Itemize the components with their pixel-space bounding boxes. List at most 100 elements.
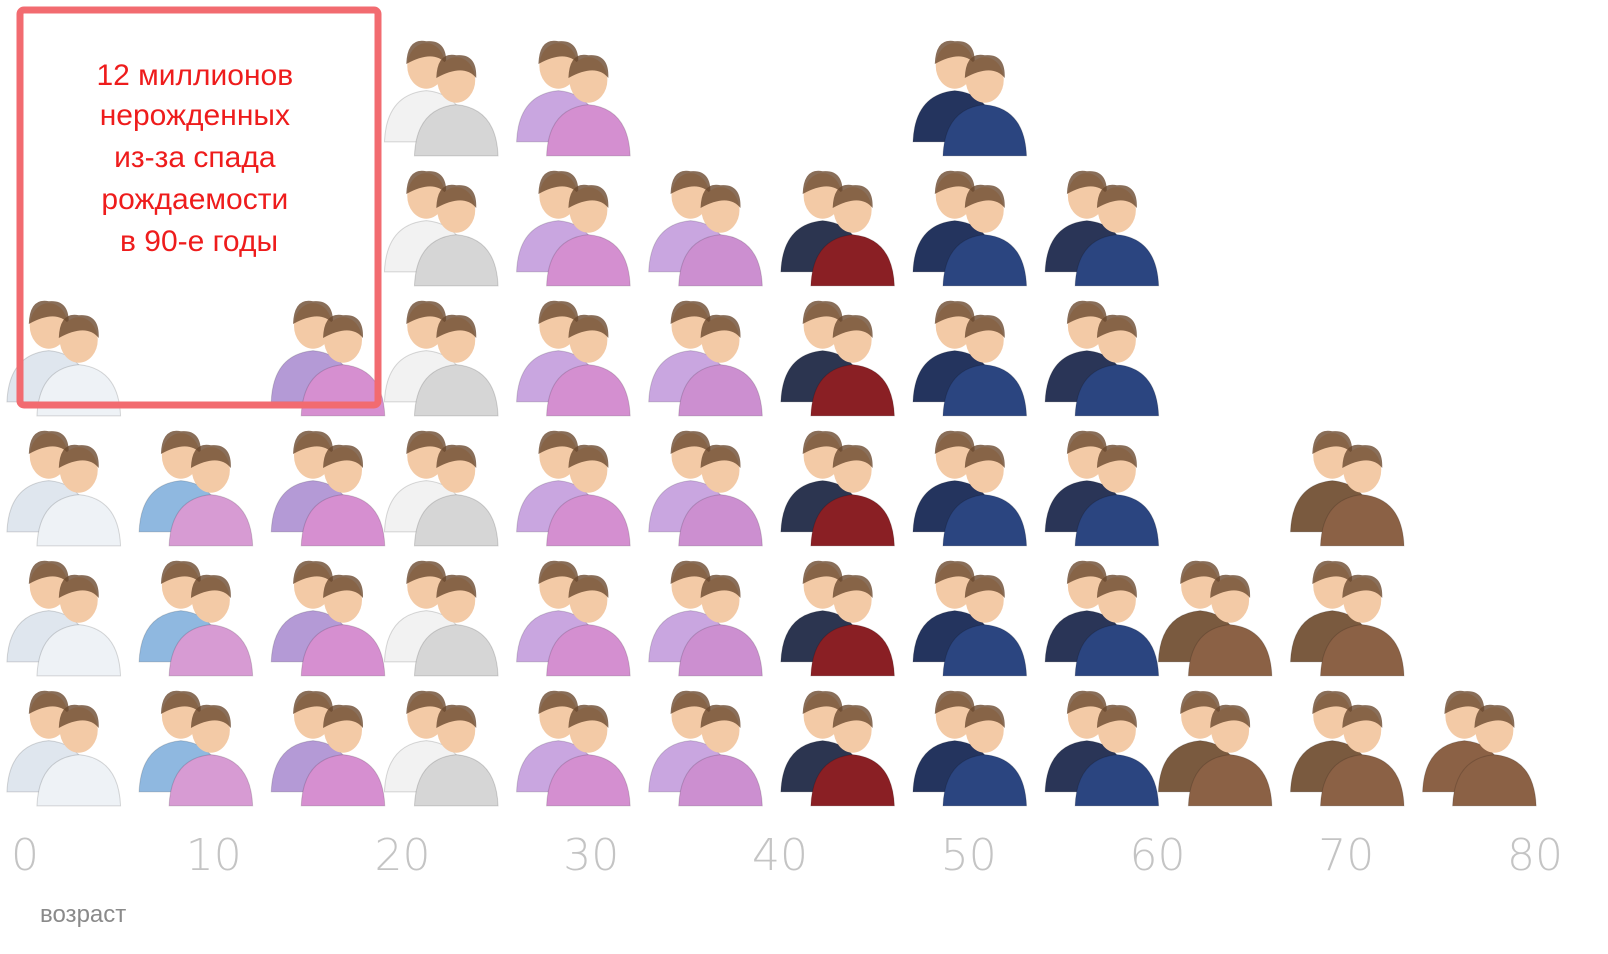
person-icon (6, 300, 122, 417)
person-icon (516, 430, 631, 547)
body (1187, 624, 1273, 677)
hair (406, 40, 447, 64)
person-icon (383, 430, 499, 547)
hair (568, 184, 609, 208)
icon-column (1289, 430, 1405, 807)
hair (700, 704, 741, 728)
body (942, 104, 1028, 157)
person-icon (912, 560, 1028, 677)
hair (406, 300, 447, 324)
person-icon (648, 560, 763, 677)
hair (934, 430, 975, 454)
person-icon (780, 300, 895, 417)
body (1319, 624, 1405, 677)
hair (28, 690, 69, 714)
icon-column (1044, 170, 1160, 807)
body (1074, 754, 1160, 807)
icon-column (383, 40, 499, 807)
hair (190, 444, 231, 468)
hair (934, 40, 975, 64)
body (678, 624, 763, 677)
hair (538, 560, 579, 584)
x-tick-label: 0 (11, 830, 39, 881)
hair (700, 574, 741, 598)
hair (832, 574, 873, 598)
hair (1066, 690, 1107, 714)
hair (436, 314, 477, 338)
hair (1066, 430, 1107, 454)
person-icon (270, 430, 386, 547)
body (300, 494, 386, 547)
body (1319, 754, 1405, 807)
person-icon (516, 300, 631, 417)
hair (568, 704, 609, 728)
hair (568, 574, 609, 598)
hair (323, 574, 363, 598)
annotation-line: рождаемости (101, 183, 288, 216)
body (810, 754, 895, 807)
body (413, 364, 499, 417)
body (942, 754, 1028, 807)
x-tick-label: 10 (186, 830, 242, 881)
body (36, 624, 122, 677)
hair (670, 690, 711, 714)
hair (1096, 444, 1137, 468)
body (942, 494, 1028, 547)
body (36, 754, 122, 807)
body (810, 624, 895, 677)
person-icon (1044, 560, 1160, 677)
person-icon (912, 690, 1028, 807)
body (1074, 364, 1160, 417)
hair (160, 430, 201, 454)
hair (58, 704, 99, 728)
hair (1180, 560, 1221, 584)
person-icon (6, 560, 122, 677)
annotation-box (16, 6, 382, 409)
person-icon (1289, 690, 1405, 807)
hair (538, 430, 579, 454)
person-icon (516, 560, 631, 677)
annotation-line: в 90-е годы (120, 225, 278, 258)
person-icon (6, 690, 122, 807)
hair (832, 184, 873, 208)
hair (670, 430, 711, 454)
annotation-line: из-за спада (114, 141, 276, 174)
body (546, 624, 631, 677)
body (168, 754, 254, 807)
hair (293, 560, 333, 584)
hair (1180, 690, 1221, 714)
body (546, 234, 631, 287)
icons (6, 40, 1537, 807)
hair (436, 574, 477, 598)
x-axis-label: возраст (40, 901, 126, 928)
hair (802, 690, 843, 714)
hair (293, 300, 333, 324)
person-icon (1157, 560, 1273, 677)
body (546, 104, 631, 157)
body (1074, 624, 1160, 677)
hair (802, 300, 843, 324)
person-icon (648, 690, 763, 807)
icon-column (138, 430, 254, 807)
person-icon (1422, 690, 1537, 807)
icon-column (516, 40, 631, 807)
icon-column (6, 300, 122, 807)
hair (538, 170, 579, 194)
hair (1312, 690, 1353, 714)
hair (1474, 704, 1515, 728)
hair (538, 40, 579, 64)
person-icon (383, 40, 499, 157)
hair (1342, 444, 1383, 468)
hair (1066, 170, 1107, 194)
body (300, 624, 386, 677)
person-icon (1044, 430, 1160, 547)
hair (58, 574, 99, 598)
hair (1066, 300, 1107, 324)
hair (58, 314, 99, 338)
hair (190, 704, 231, 728)
hair (28, 430, 69, 454)
hair (670, 560, 711, 584)
hair (436, 704, 477, 728)
hair (700, 314, 741, 338)
